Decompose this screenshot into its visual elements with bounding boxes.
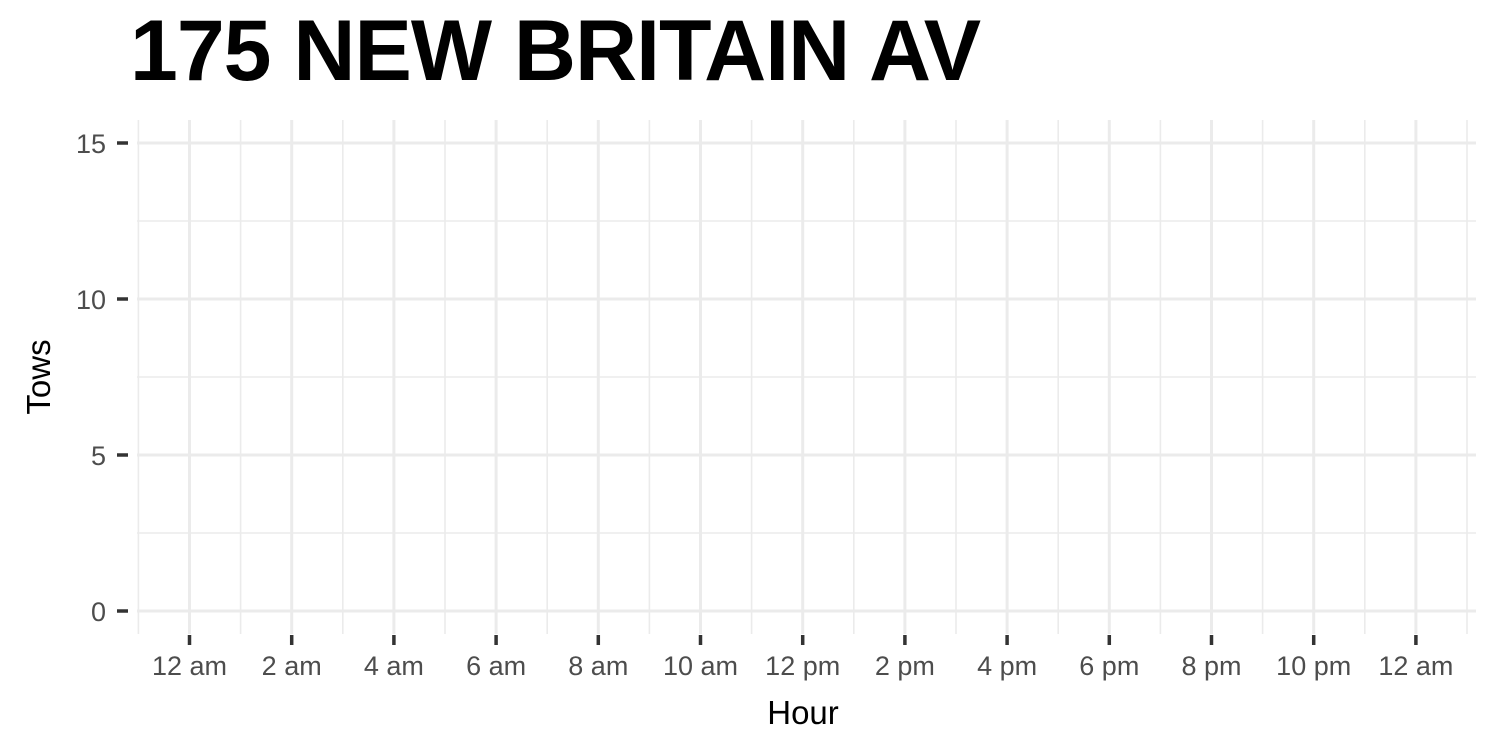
x-axis-title: Hour — [767, 694, 839, 731]
y-tick-label: 10 — [76, 285, 106, 315]
x-tick-label: 12 pm — [765, 651, 840, 681]
tick-labels: 0 5 10 15 12 am 2 am 4 am 6 am 8 am 10 am 12 pm 2 p… — [76, 129, 1453, 681]
y-tick-label: 5 — [91, 441, 106, 471]
y-tick-label: 0 — [91, 597, 106, 627]
x-tick-label: 6 pm — [1079, 651, 1139, 681]
x-tick-label: 8 am — [568, 651, 628, 681]
x-tick-label: 2 pm — [875, 651, 935, 681]
x-tick-label: 8 pm — [1181, 651, 1241, 681]
x-tick-label: 12 am — [152, 651, 227, 681]
x-tick-label: 10 pm — [1276, 651, 1351, 681]
x-tick-label: 10 am — [663, 651, 738, 681]
grid-lines — [137, 120, 1476, 634]
y-tick-label: 15 — [76, 129, 106, 159]
y-axis-title: Tows — [20, 339, 57, 414]
x-tick-label: 2 am — [262, 651, 322, 681]
axis-ticks — [117, 141, 1418, 645]
x-tick-label: 4 pm — [977, 651, 1037, 681]
x-tick-label: 6 am — [466, 651, 526, 681]
x-tick-label: 12 am — [1378, 651, 1453, 681]
x-tick-label: 4 am — [364, 651, 424, 681]
chart-title: 175 NEW BRITAIN AV — [130, 3, 981, 99]
